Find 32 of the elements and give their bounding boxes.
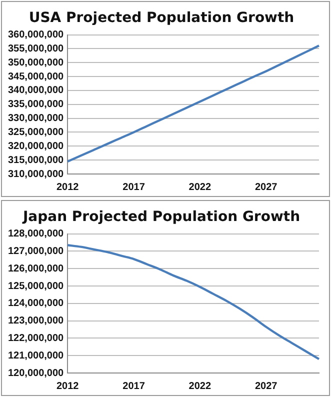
x-tick-label: 2022 (188, 380, 212, 392)
x-tick-label: 2022 (188, 182, 212, 193)
x-tick-label: 2012 (56, 182, 80, 193)
y-tick-label: 123,000,000 (8, 316, 64, 327)
y-tick-label: 345,000,000 (8, 71, 64, 82)
chart-title: Japan Projected Population Growth (22, 209, 300, 226)
y-tick-label: 125,000,000 (8, 280, 64, 292)
x-tick-label: 2017 (122, 380, 146, 392)
y-tick-label: 355,000,000 (8, 43, 64, 54)
y-tick-label: 121,000,000 (8, 350, 64, 362)
y-tick-label: 360,000,000 (8, 30, 64, 41)
y-tick-label: 310,000,000 (8, 168, 64, 180)
x-tick-label: 2012 (56, 380, 80, 392)
y-tick-label: 124,000,000 (8, 298, 64, 310)
line-series (66, 244, 320, 360)
y-tick-label: 325,000,000 (8, 126, 64, 138)
y-tick-label: 330,000,000 (8, 113, 64, 124)
y-tick-label: 340,000,000 (8, 85, 64, 96)
y-tick-label: 350,000,000 (8, 57, 64, 68)
x-tick-label: 2027 (254, 182, 278, 193)
y-tick-label: 315,000,000 (8, 154, 64, 166)
chart-title: USA Projected Population Growth (28, 10, 294, 26)
x-tick-label: 2017 (122, 182, 146, 193)
x-tick-label: 2027 (254, 380, 278, 392)
y-tick-label: 122,000,000 (8, 332, 64, 344)
y-tick-label: 320,000,000 (8, 140, 64, 152)
line-series (66, 44, 320, 163)
y-tick-label: 120,000,000 (8, 368, 64, 379)
y-tick-label: 335,000,000 (8, 99, 64, 110)
y-tick-label: 127,000,000 (8, 246, 64, 257)
y-tick-label: 126,000,000 (8, 263, 64, 274)
y-tick-label: 128,000,000 (8, 228, 64, 240)
